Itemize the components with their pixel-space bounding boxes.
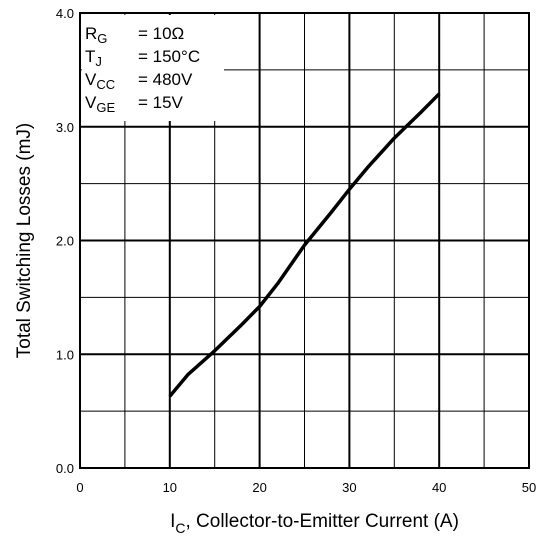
x-tick-label: 30 <box>342 480 356 495</box>
annotation-subscript: J <box>95 54 102 69</box>
annotation-subscript: G <box>97 31 107 46</box>
y-tick-label: 2.0 <box>56 234 74 249</box>
annotation-line: TJ = 150°C <box>85 47 200 69</box>
x-tick-label: 0 <box>76 480 83 495</box>
x-tick-label: 50 <box>522 480 536 495</box>
annotation-symbol: T <box>85 47 95 66</box>
annotation-value: = 15V <box>138 93 184 112</box>
series-layer <box>168 92 441 398</box>
annotation-value: = 10Ω <box>138 24 184 43</box>
y-tick-labels: 0.0 1.0 2.0 3.0 4.0 <box>56 6 74 476</box>
annotation-value: = 480V <box>138 70 193 89</box>
annotation-subscript: GE <box>96 100 115 115</box>
annotation-line: VCC = 480V <box>85 70 193 92</box>
annotation-line: RG = 10Ω <box>85 24 184 46</box>
x-axis-label: IC, Collector-to-Emitter Current (A) <box>170 511 459 536</box>
major-grid <box>80 13 529 468</box>
y-tick-label: 3.0 <box>56 120 74 135</box>
x-axis-label-subscript: C <box>175 520 185 536</box>
annotation-subscript: CC <box>96 77 115 92</box>
x-axis-label-text: , Collector-to-Emitter Current (A) <box>185 511 458 532</box>
y-tick-label: 0.0 <box>56 461 74 476</box>
annotation-symbol: V <box>85 93 97 112</box>
y-tick-label: 4.0 <box>56 6 74 21</box>
y-tick-label: 1.0 <box>56 347 74 362</box>
annotation-box <box>82 15 224 121</box>
x-tick-label: 40 <box>432 480 446 495</box>
x-tick-label: 20 <box>252 480 266 495</box>
annotation-line: VGE = 15V <box>85 93 184 115</box>
x-tick-label: 10 <box>163 480 177 495</box>
x-axis-label-symbol: I <box>170 511 175 532</box>
x-tick-labels: 0 10 20 30 40 50 <box>76 480 536 495</box>
series-line <box>168 92 441 398</box>
annotation-symbol: V <box>85 70 97 89</box>
y-axis-label: Total Switching Losses (mJ) <box>14 123 35 358</box>
annotation-value: = 150°C <box>138 47 200 66</box>
plot-frame <box>79 12 530 469</box>
annotation-symbol: R <box>85 24 97 43</box>
